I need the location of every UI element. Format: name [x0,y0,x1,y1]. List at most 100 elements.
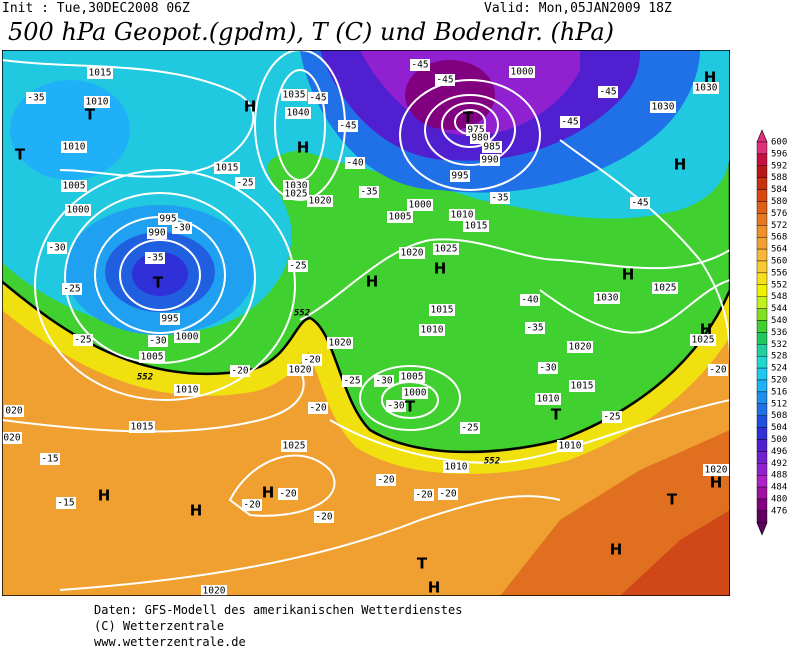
isoline-label: -25 [289,261,306,272]
isoline-label: -25 [343,376,360,387]
label-box [414,489,434,501]
isoline-label: 1010 [63,142,86,153]
init-time: Init : Tue,30DEC2008 06Z [2,1,190,16]
legend-swatch [756,486,768,500]
legend-swatch [756,320,768,333]
isoline-label: 1035 [283,90,306,101]
label-box [62,283,82,295]
label-box [302,354,322,366]
isoline-label: 1030 [596,293,619,304]
label-box [174,331,200,343]
label-box [65,204,91,216]
isoline-label: 1025 [435,244,458,255]
label-box [214,162,240,174]
isoline-label: 020 [5,406,22,417]
isoline-label: -35 [146,253,163,264]
isoline-label: -35 [491,193,508,204]
label-box [338,120,358,132]
isoline-label: -45 [561,117,578,128]
label-box [285,107,311,119]
isoline-label: -30 [539,363,556,374]
label-box [148,335,168,347]
isoline-label: -45 [436,75,453,86]
isoline-label: 1020 [569,342,592,353]
isoline-label: 1020 [401,248,424,259]
legend-label: 588 [771,173,787,183]
label-box [376,474,396,486]
legend-swatch [756,403,768,416]
label-box [443,461,469,473]
label-box [598,86,618,98]
isoline-label: 1010 [537,394,560,405]
isoline-label: -35 [27,93,44,104]
isoline-label: 1025 [285,189,308,200]
contour-label: 552 [484,457,500,467]
isoline-label: -25 [63,284,80,295]
legend-label: 576 [771,209,787,219]
isoline-label: 990 [481,155,498,166]
label-box [287,364,313,376]
label-box [308,402,328,414]
isoline-label: 1020 [329,338,352,349]
legend-label: 584 [771,185,787,195]
isoline-label: 1010 [559,441,582,452]
label-box [145,252,165,264]
isoline-label: 1015 [216,163,239,174]
label-box [235,177,255,189]
pressure-center: T [551,406,562,424]
label-box [693,82,719,94]
isoline-label: 990 [148,228,165,239]
isoline-label: 1025 [654,283,677,294]
legend-label: 556 [771,268,787,278]
isoline-label: 1005 [389,212,412,223]
contour-label: 552 [137,373,153,383]
isoline-label: 1025 [692,335,715,346]
label-box [283,188,309,200]
isoline-label: -35 [526,323,543,334]
isoline-label: 1010 [445,462,468,473]
isoline-label: 1015 [89,68,112,79]
label-box [433,243,459,255]
legend-swatch [756,260,768,274]
label-box [345,157,365,169]
pressure-center: T [667,491,678,509]
legend-swatch [756,141,768,155]
isoline-label: -30 [375,376,392,387]
label-box [147,227,167,239]
label-box [463,220,489,232]
isoline-label: -30 [48,243,65,254]
legend-swatch [756,296,768,309]
label-box [429,304,455,316]
label-box [490,192,510,204]
legend-label: 528 [771,352,787,362]
label-box [242,499,262,511]
label-box [139,351,165,363]
pressure-center: T [463,109,474,127]
label-box [374,375,394,387]
legend-label: 532 [771,340,787,350]
legend-swatch [756,153,768,166]
legend-swatch [756,415,768,428]
isoline-label: -45 [599,87,616,98]
label-box [327,337,353,349]
label-box [40,453,60,465]
isoline-label: -25 [603,412,620,423]
footer-line: Daten: GFS-Modell des amerikanischen Wet… [94,603,462,617]
warm-area [620,510,730,596]
isoline-label: -30 [173,223,190,234]
legend-label: 524 [771,364,787,374]
isoline-label: -45 [411,60,428,71]
label-box [509,66,535,78]
isoline-label: -20 [315,512,332,523]
label-box [567,341,593,353]
isoline-label: 1005 [63,181,86,192]
legend-label: 520 [771,376,787,386]
isoline-label: 1020 [309,196,332,207]
isoline-label: -20 [439,489,456,500]
label-box [535,393,561,405]
isoline-label: 1015 [131,422,154,433]
legend-label: 536 [771,328,787,338]
isoline-label: 1030 [285,181,308,192]
pressure-center: H [428,579,441,597]
isoline-label: -45 [309,93,326,104]
